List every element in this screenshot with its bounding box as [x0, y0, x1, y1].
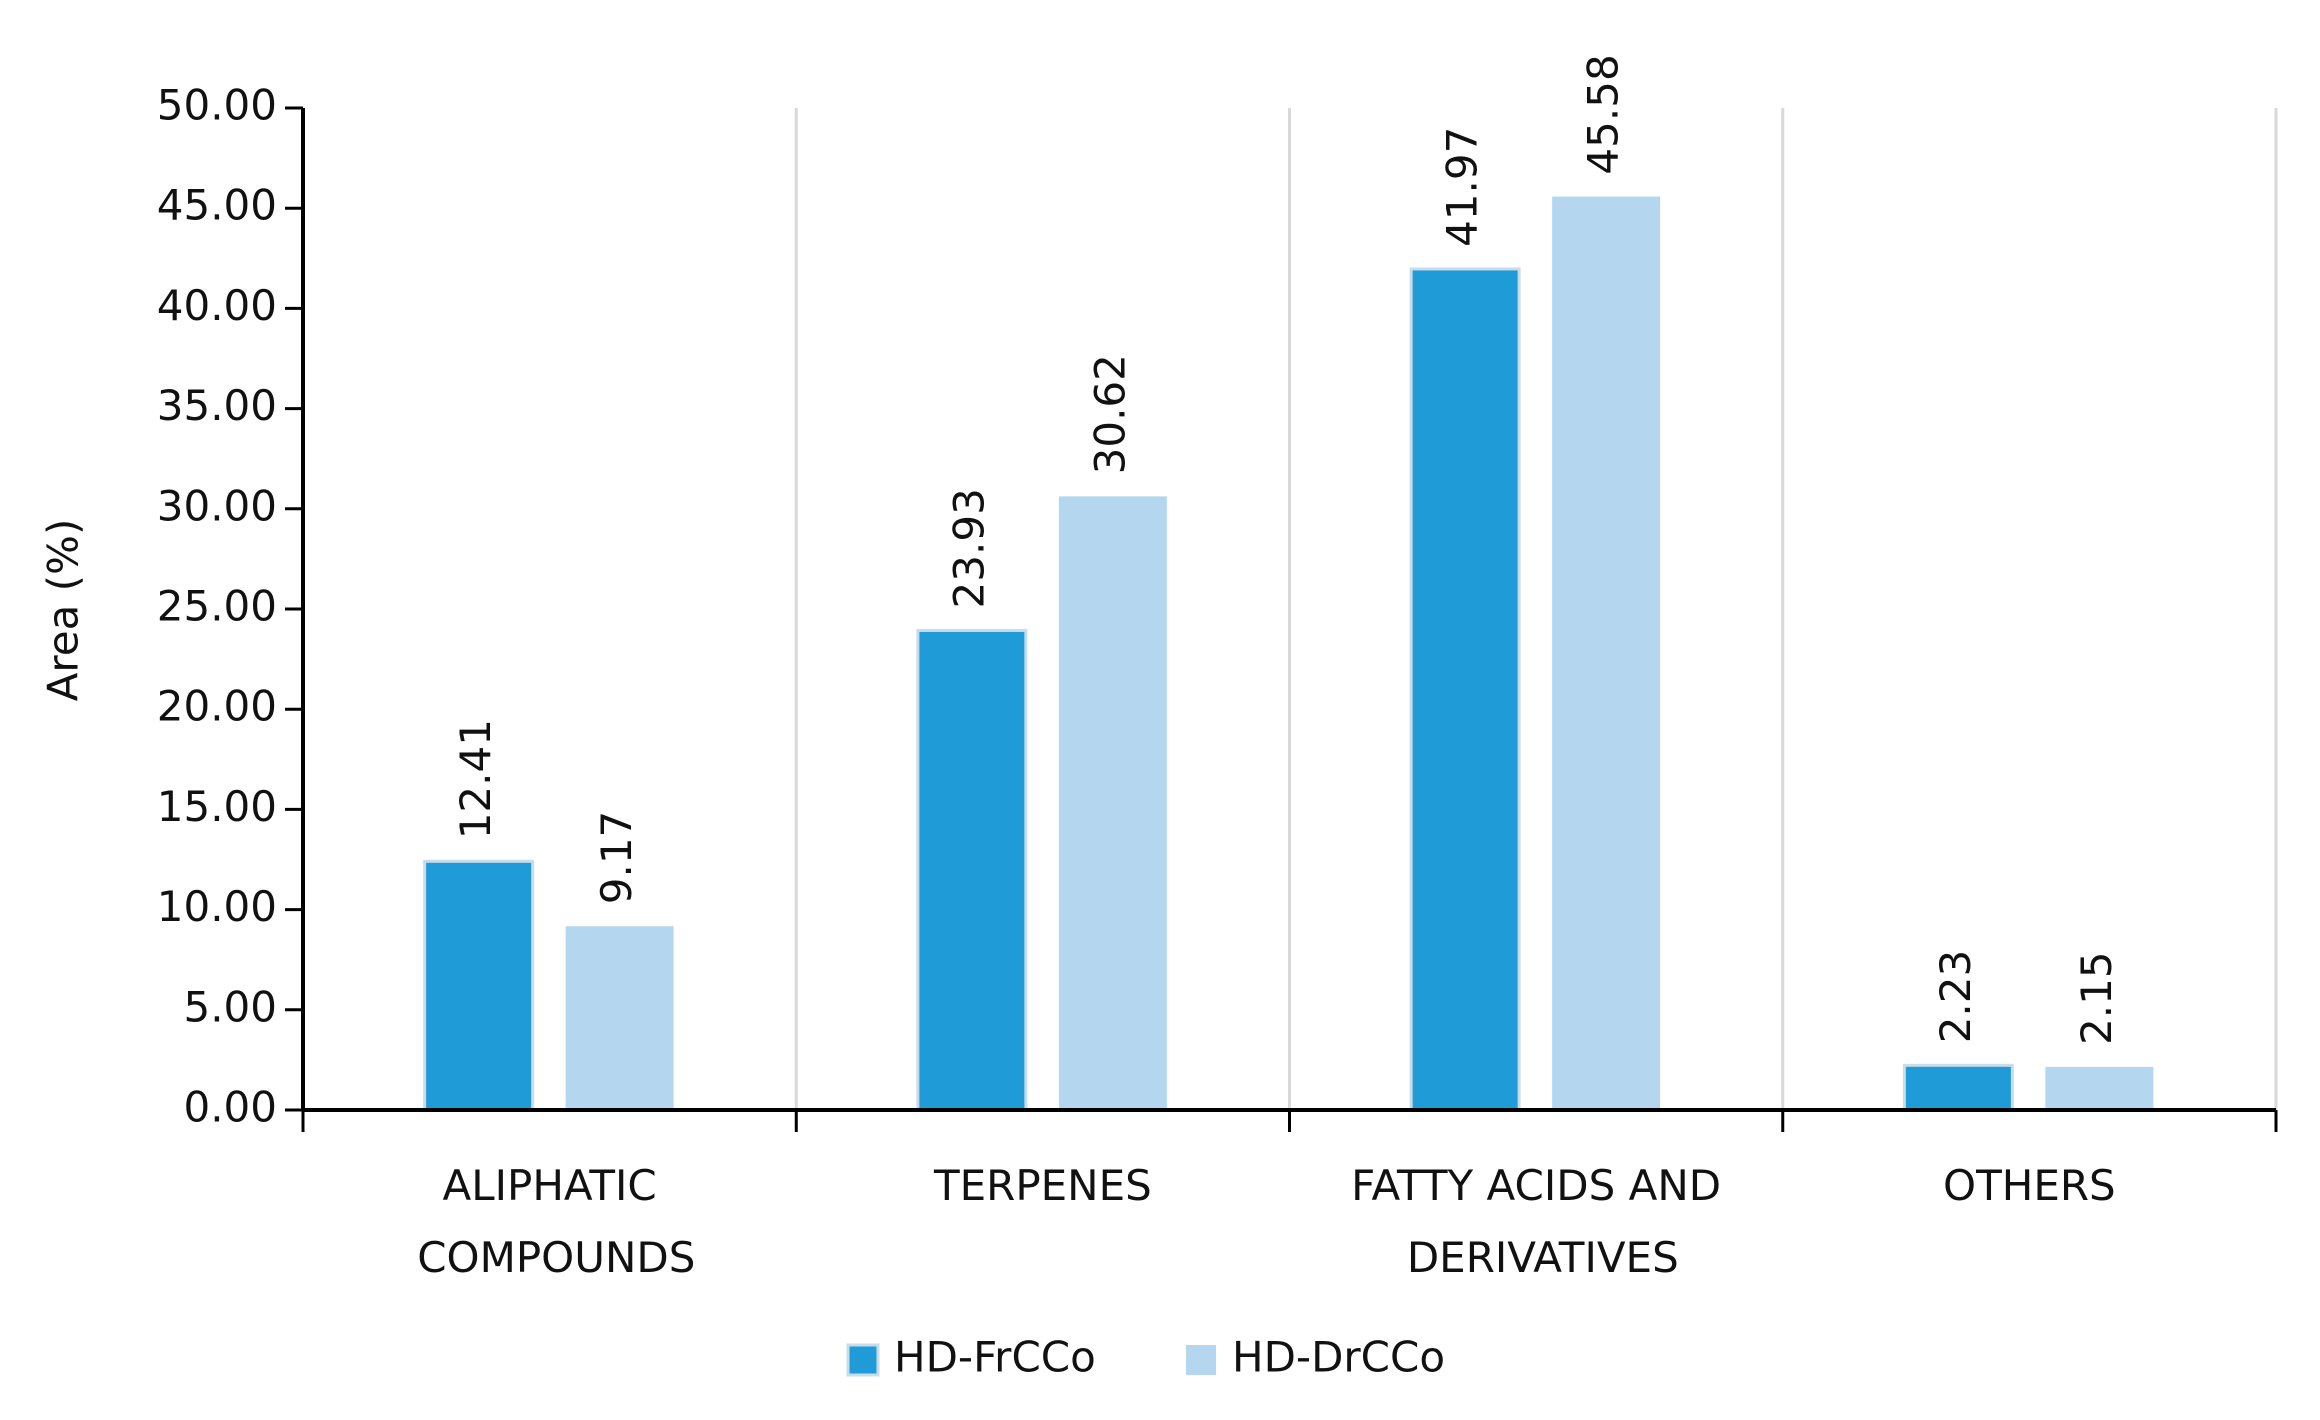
bar — [1902, 1063, 2014, 1112]
y-tick-label: 15.00 — [157, 782, 277, 831]
value-label: 2.23 — [1931, 950, 1980, 1044]
y-tick-label: 5.00 — [183, 982, 277, 1031]
bar — [423, 859, 535, 1112]
value-label: 45.58 — [1579, 54, 1628, 174]
legend-swatch — [1186, 1345, 1216, 1375]
y-tick-label: 40.00 — [157, 281, 277, 330]
value-label: 12.41 — [451, 719, 500, 839]
bar — [565, 926, 674, 1110]
value-label: 41.97 — [1438, 127, 1487, 247]
y-tick-label: 0.00 — [183, 1083, 277, 1132]
bar — [1409, 267, 1521, 1112]
value-label: 2.15 — [2072, 951, 2121, 1045]
y-tick-label: 50.00 — [157, 81, 277, 130]
x-tick-label: FATTY ACIDS AND DERIVATIVES — [1351, 1161, 1721, 1282]
value-label: 9.17 — [592, 811, 641, 905]
bar — [916, 628, 1028, 1112]
legend-label: HD-FrCCo — [894, 1333, 1096, 1382]
y-tick-label: 20.00 — [157, 682, 277, 731]
value-label: 30.62 — [1085, 354, 1134, 474]
bar — [1552, 196, 1661, 1111]
x-tick-label: TERPENES — [933, 1161, 1152, 1210]
bar — [2045, 1066, 2154, 1110]
y-tick-label: 45.00 — [157, 181, 277, 230]
x-tick-label: ALIPHATIC COMPOUNDS — [404, 1161, 696, 1282]
x-tick-label: OTHERS — [1943, 1161, 2116, 1210]
y-tick-label: 30.00 — [157, 481, 277, 530]
y-tick-label: 10.00 — [157, 882, 277, 931]
legend-swatch — [846, 1343, 880, 1377]
y-tick-label: 25.00 — [157, 582, 277, 631]
y-tick-label: 35.00 — [157, 381, 277, 430]
legend-label: HD-DrCCo — [1232, 1333, 1445, 1382]
y-axis-title: Area (%) — [39, 519, 88, 702]
bar — [1058, 496, 1167, 1110]
value-label: 23.93 — [944, 488, 993, 608]
